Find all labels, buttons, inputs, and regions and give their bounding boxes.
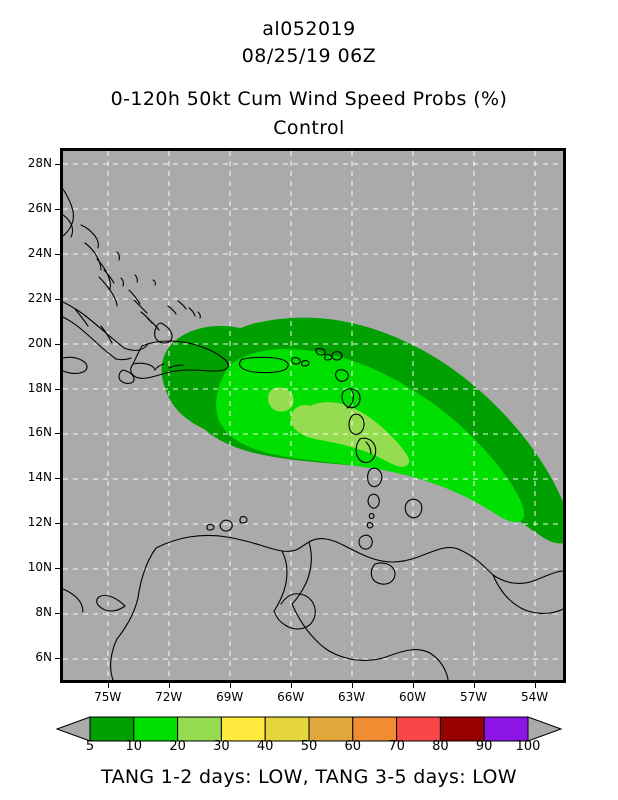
x-tick-label-63w: 63W <box>338 690 366 704</box>
colorbar-segment-50[interactable] <box>308 716 354 742</box>
colorbar-label-50: 50 <box>300 739 318 754</box>
y-tick-label-6n: 6N <box>35 649 52 664</box>
map-canvas <box>63 151 563 680</box>
x-tick-label-57w: 57W <box>459 690 488 704</box>
colorbar-label-20: 20 <box>169 739 186 754</box>
x-tick-mark <box>412 683 414 688</box>
y-tick-label-24n: 24N <box>27 246 52 261</box>
y-tick-label-20n: 20N <box>27 335 52 350</box>
colorbar-label-60: 60 <box>344 739 362 754</box>
y-tick-mark <box>55 612 60 614</box>
x-tick-label-75w: 75W <box>94 690 122 704</box>
y-tick-mark <box>55 209 60 211</box>
colorbar-segment-40[interactable] <box>264 716 310 742</box>
storm-id-title: al052019 <box>262 18 356 40</box>
coastlines <box>63 188 563 680</box>
colorbar-over-arrow <box>527 716 563 742</box>
x-tick-label-69w: 69W <box>216 690 244 704</box>
y-tick-mark <box>55 388 60 390</box>
product-subtitle: Control <box>273 117 345 139</box>
x-tick-mark <box>473 683 475 688</box>
y-tick-mark <box>55 298 60 300</box>
y-tick-label-22n: 22N <box>27 290 52 305</box>
map-panel[interactable] <box>60 148 566 683</box>
x-tick-mark <box>229 683 231 688</box>
x-tick-label-60w: 60W <box>399 690 427 704</box>
colorbar-segment-70[interactable] <box>396 716 441 742</box>
colorbar-label-30: 30 <box>213 739 230 754</box>
valid-datetime-title: 08/25/19 06Z <box>241 45 377 67</box>
colorbar-segment-10[interactable] <box>133 716 179 742</box>
probability-contour-5pct-nw-lobe <box>161 326 246 433</box>
probability-contour-20pct <box>290 402 410 467</box>
y-tick-mark <box>55 343 60 345</box>
tang-footer-text: TANG 1-2 days: LOW, TANG 3-5 days: LOW <box>101 766 517 788</box>
x-tick-mark <box>168 683 170 688</box>
colorbar-canvas <box>55 716 563 742</box>
y-tick-label-28n: 28N <box>27 156 52 171</box>
x-tick-mark <box>351 683 353 688</box>
colorbar-segment-80[interactable] <box>439 716 485 742</box>
x-tick-mark <box>534 683 536 688</box>
colorbar-segment-20[interactable] <box>177 716 222 742</box>
colorbar-label-100: 100 <box>515 739 541 754</box>
y-tick-label-16n: 16N <box>27 425 52 440</box>
colorbar-swatches <box>89 716 529 742</box>
y-tick-mark <box>55 478 60 480</box>
y-tick-label-10n: 10N <box>27 559 52 574</box>
y-tick-label-18n: 18N <box>27 380 52 395</box>
x-tick-mark <box>107 683 109 688</box>
colorbar-label-40: 40 <box>256 739 274 754</box>
probability-contour-20pct-patch <box>267 387 294 412</box>
x-tick-label-66w: 66W <box>277 690 305 704</box>
colorbar-label-10: 10 <box>125 739 143 754</box>
y-tick-label-12n: 12N <box>27 515 52 530</box>
y-tick-mark <box>55 523 60 525</box>
colorbar-segment-60[interactable] <box>352 716 398 742</box>
colorbar-tick-labels: 5 10 20 30 40 50 60 70 80 90 100 <box>0 739 618 757</box>
colorbar-segment-30[interactable] <box>220 716 266 742</box>
y-tick-label-8n: 8N <box>35 604 52 619</box>
x-tick-mark <box>290 683 292 688</box>
colorbar-label-80: 80 <box>432 739 449 754</box>
x-tick-label-54w: 54W <box>520 690 549 704</box>
product-title: 0-120h 50kt Cum Wind Speed Probs (%) <box>110 88 508 110</box>
colorbar[interactable] <box>0 712 618 746</box>
colorbar-segment-90[interactable] <box>483 716 529 742</box>
y-tick-label-14n: 14N <box>27 470 52 485</box>
colorbar-label-70: 70 <box>388 739 405 754</box>
y-tick-mark <box>55 433 60 435</box>
y-tick-mark <box>55 567 60 569</box>
map-gridlines <box>63 151 563 680</box>
colorbar-label-90: 90 <box>475 739 493 754</box>
y-tick-mark <box>55 254 60 256</box>
colorbar-under-arrow <box>55 716 91 742</box>
colorbar-label-5: 5 <box>85 739 95 754</box>
y-tick-mark <box>55 657 60 659</box>
y-tick-label-26n: 26N <box>27 201 52 216</box>
x-tick-label-72w: 72W <box>155 690 183 704</box>
colorbar-segment-5[interactable] <box>89 716 135 742</box>
y-tick-mark <box>55 164 60 166</box>
